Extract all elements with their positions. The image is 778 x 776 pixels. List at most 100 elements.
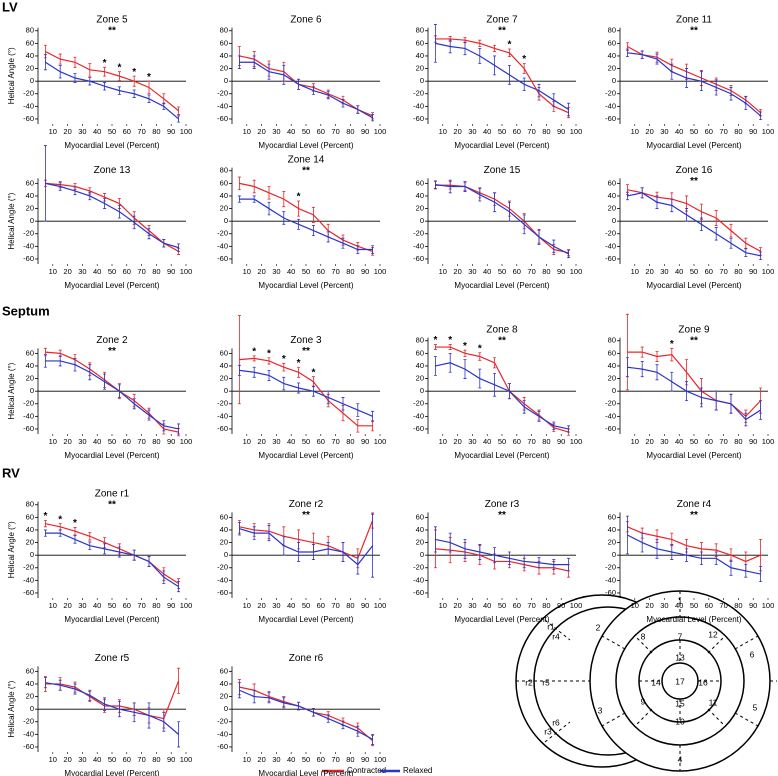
x-tick-label: 10 [439, 127, 447, 136]
y-tick-label: 0 [224, 550, 228, 559]
x-tick-label: 60 [123, 127, 131, 136]
segment-label: r1 [547, 621, 555, 631]
y-tick-label: 40 [220, 51, 228, 60]
error-bar [433, 356, 437, 376]
error-bar [507, 551, 511, 566]
x-tick-label: 60 [123, 267, 131, 276]
x-tick-label: 20 [645, 267, 653, 276]
series-line [45, 523, 179, 585]
error-bar [744, 237, 748, 249]
error-bar [147, 702, 151, 729]
error-bar [147, 80, 151, 95]
error-bar [625, 357, 629, 378]
error-bar [552, 421, 556, 430]
x-tick-label: 60 [317, 437, 325, 446]
error-bar [237, 55, 241, 69]
significance: ** [302, 165, 310, 176]
x-tick-label: 100 [180, 601, 193, 610]
y-tick-label: 0 [420, 550, 424, 559]
x-tick-label: 20 [453, 601, 461, 610]
y-tick-label: 0 [612, 550, 616, 559]
y-tick-label: -60 [413, 424, 424, 433]
error-bar [297, 366, 301, 378]
x-tick-label: 90 [167, 267, 175, 276]
x-tick-label: 40 [287, 755, 295, 764]
x-tick-label: 40 [483, 601, 491, 610]
series-line [435, 184, 569, 254]
point-significance: * [522, 54, 526, 65]
error-bar [237, 522, 241, 536]
point-significance: * [267, 348, 271, 359]
error-bar [147, 228, 151, 240]
y-tick-label: 60 [220, 666, 228, 675]
error-bar [463, 349, 467, 357]
error-bar [463, 41, 467, 56]
x-tick-label: 20 [453, 267, 461, 276]
error-bar [714, 390, 718, 411]
y-tick-label: 60 [220, 512, 228, 521]
chart-title: Zone 11 [676, 14, 712, 25]
error-bar [177, 721, 181, 748]
error-bar [341, 720, 345, 730]
error-bar [282, 376, 286, 391]
segment-label: 1 [678, 595, 683, 605]
error-bar [463, 181, 467, 192]
x-tick-label: 50 [108, 127, 116, 136]
y-tick-label: 60 [416, 178, 424, 187]
y-tick-label: -20 [23, 563, 34, 572]
error-bar [73, 56, 77, 68]
error-bar [326, 390, 330, 405]
x-tick-label: 40 [93, 755, 101, 764]
error-bar [371, 410, 375, 422]
error-bar [297, 218, 301, 230]
x-axis-label: Myocardial Level (Percent) [258, 141, 353, 150]
error-bar [537, 83, 541, 98]
chart-title: Zone 13 [94, 165, 131, 176]
x-tick-label: 90 [167, 127, 175, 136]
error-bar [58, 65, 62, 79]
x-tick-label: 50 [108, 267, 116, 276]
y-tick-label: -20 [605, 399, 616, 408]
series-line [45, 182, 179, 252]
y-tick-label: 0 [420, 386, 424, 395]
x-tick-label: 50 [498, 437, 506, 446]
y-tick-label: -40 [413, 101, 424, 110]
x-tick-label: 30 [468, 601, 476, 610]
y-tick-label: 60 [416, 512, 424, 521]
error-bar [640, 346, 644, 358]
series-line [239, 182, 373, 252]
y-tick-label: 40 [608, 51, 616, 60]
x-tick-label: 60 [317, 601, 325, 610]
error-bar [147, 409, 151, 421]
error-bar [699, 387, 703, 408]
error-bar [297, 78, 301, 90]
error-bar [744, 412, 748, 427]
y-tick-label: 80 [416, 26, 424, 35]
x-tick-label: 70 [331, 601, 339, 610]
error-bar [267, 525, 271, 542]
y-tick-label: 80 [26, 26, 34, 35]
x-tick-label: 60 [705, 127, 713, 136]
error-bar [43, 54, 47, 71]
error-bar [567, 425, 571, 433]
y-tick-label: -60 [217, 114, 228, 123]
x-axis-label: Myocardial Level (Percent) [64, 451, 159, 460]
y-tick-label: -40 [605, 101, 616, 110]
x-tick-label: 40 [287, 601, 295, 610]
error-bar [177, 423, 181, 435]
x-axis-label: Myocardial Level (Percent) [454, 281, 549, 290]
x-tick-label: 60 [123, 755, 131, 764]
error-bar [699, 217, 703, 232]
error-bar [103, 543, 107, 555]
x-tick-label: 60 [317, 127, 325, 136]
series-line [435, 346, 569, 433]
x-tick-label: 30 [78, 755, 86, 764]
x-tick-label: 90 [557, 127, 565, 136]
x-tick-label: 40 [483, 267, 491, 276]
error-bar [252, 195, 256, 203]
x-tick-label: 50 [108, 755, 116, 764]
x-tick-label: 70 [719, 601, 727, 610]
y-tick-label: -40 [605, 411, 616, 420]
error-bar [43, 529, 47, 537]
x-tick-label: 70 [137, 755, 145, 764]
